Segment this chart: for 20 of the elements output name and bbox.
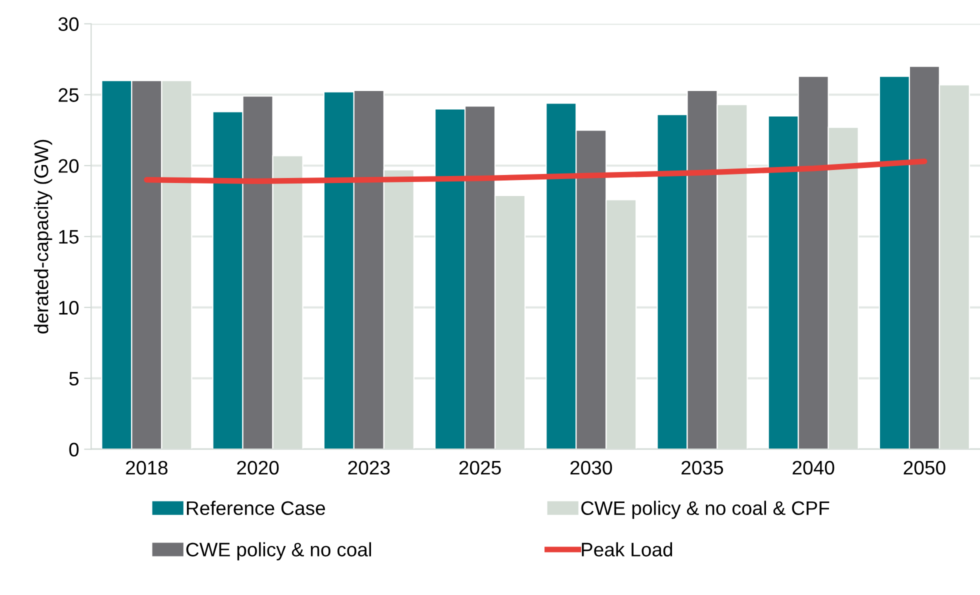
- x-tick-label: 2040: [792, 460, 834, 475]
- y-tick-label: 10: [59, 300, 79, 315]
- legend-label: Peak Load: [582, 542, 672, 556]
- y-tick-label: 25: [58, 88, 79, 102]
- x-tick-label: 2025: [459, 460, 501, 475]
- y-tick-label: 5: [69, 372, 79, 386]
- x-tick-label: 2023: [348, 460, 390, 475]
- y-tick-label: 20: [58, 159, 79, 173]
- y-tick-label: 0: [69, 442, 79, 456]
- x-tick-label: 2030: [570, 460, 612, 475]
- legend-label: CWE policy & no coal & CPF: [581, 500, 830, 519]
- y-axis-title: derated-capacity (GW): [34, 140, 52, 334]
- legend-label: Reference Case: [186, 500, 325, 516]
- y-tick-label: 15: [59, 230, 79, 244]
- x-tick-label: 2020: [237, 460, 279, 475]
- x-tick-label: 2050: [904, 460, 946, 475]
- legend-label: CWE policy & no coal: [186, 542, 371, 560]
- x-tick-label: 2035: [682, 460, 724, 475]
- y-tick-label: 30: [58, 17, 79, 32]
- x-tick-label: 2018: [126, 460, 168, 475]
